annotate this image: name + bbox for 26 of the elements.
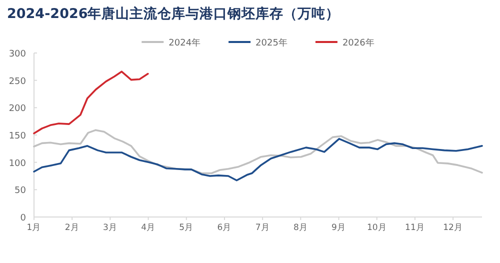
x-tick-label: 5月 [179, 223, 194, 233]
x-tick-label: 4月 [141, 223, 156, 233]
y-tick-label: 150 [8, 132, 26, 142]
x-tick-label: 7月 [255, 223, 270, 233]
x-tick-label: 3月 [102, 223, 118, 233]
y-tick-label: 250 [8, 76, 26, 87]
y-tick-label: 200 [8, 104, 26, 114]
x-tick-label: 6月 [217, 223, 232, 233]
y-tick-label: 100 [8, 158, 26, 169]
chart-title: 2024-2026年唐山主流仓库与港口钢坯库存（万吨） [7, 5, 340, 22]
x-tick-label: 8月 [293, 223, 308, 233]
y-tick-label: 0 [20, 214, 26, 224]
line-series [33, 129, 483, 174]
x-tick-label: 11月 [405, 223, 425, 233]
x-tick-label: 2月 [64, 223, 80, 233]
x-tick-label: 1月 [26, 223, 42, 233]
x-tick-label: 12月 [443, 223, 463, 233]
y-tick-label: 50 [14, 186, 26, 196]
legend-label: 2025年 [256, 38, 288, 48]
line-series [33, 70, 149, 134]
legend-label: 2026年 [342, 38, 374, 48]
y-tick-label: 300 [8, 50, 26, 60]
x-tick-label: 9月 [332, 223, 346, 233]
x-tick-label: 10月 [366, 223, 387, 233]
legend-label: 2024年 [168, 38, 201, 48]
line-series [33, 138, 483, 182]
